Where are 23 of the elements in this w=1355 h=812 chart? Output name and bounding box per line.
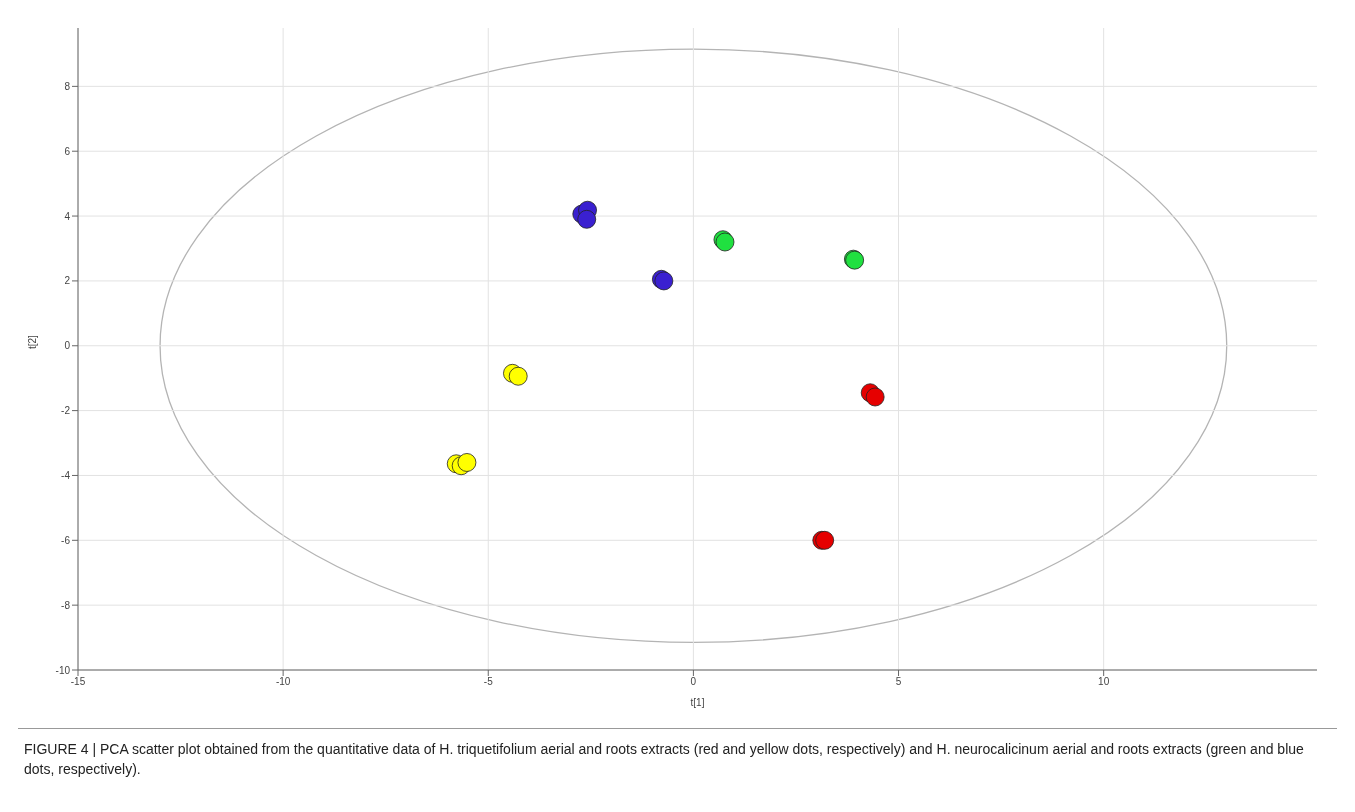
y-tick-label: 8	[64, 80, 71, 92]
y-tick-label: 2	[64, 275, 71, 287]
point	[457, 453, 477, 472]
y-tick-label: -8	[61, 599, 71, 611]
y-tick-label: 0	[64, 340, 71, 352]
y-tick-label: -10	[55, 664, 71, 676]
y-axis-title: t[2]	[26, 334, 38, 349]
y-tick-label: -6	[61, 534, 71, 546]
x-tick-label: -5	[483, 676, 494, 688]
x-axis-title: t[1]	[690, 697, 705, 708]
x-tick-label: 5	[895, 676, 902, 688]
x-tick-label: 10	[1098, 676, 1110, 688]
y-tick-label: -4	[61, 470, 71, 481]
point	[865, 387, 885, 407]
y-tick-label: 4	[64, 210, 71, 222]
caption: FIGURE 4 | PCA scatter plot obtained from the quantitative data of H. triquetifolium aerial and roots extracts (red and yellow dots, respectively) and H. neurocalicinum aerial and roots extracts (green and blue dots, respectively).	[24, 740, 1305, 780]
y-tick-label: -2	[61, 405, 71, 417]
x-tick-label: 0	[690, 676, 697, 688]
x-tick-label: -10	[275, 676, 291, 688]
point	[508, 366, 528, 386]
point	[577, 209, 597, 229]
y-tick-label: 6	[64, 145, 71, 157]
x-tick-label: -15	[70, 676, 86, 688]
